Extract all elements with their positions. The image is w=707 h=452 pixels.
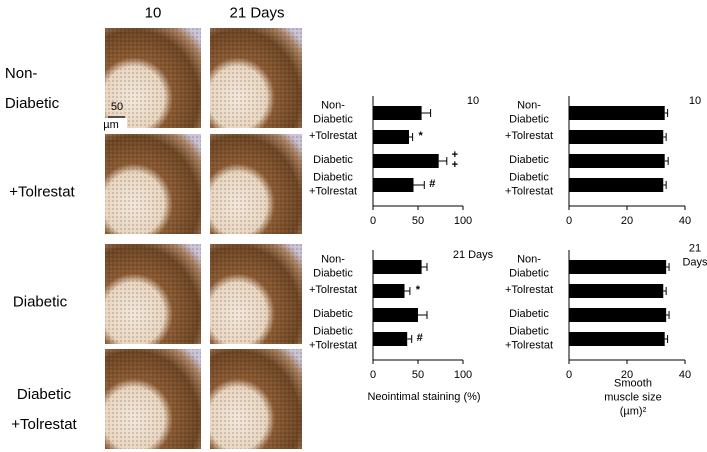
- x-tick-label: 20: [620, 369, 634, 382]
- category-label: +Tolrestat: [505, 130, 553, 143]
- bar: [373, 154, 439, 168]
- error-bar: [421, 263, 428, 271]
- row-label: Diabetic: [12, 293, 68, 311]
- error-bar: [664, 157, 669, 165]
- column-label: 21 Days: [229, 4, 285, 22]
- bar: [373, 332, 408, 346]
- row-label: Non- Diabetic: [4, 65, 60, 112]
- micrograph-texture: [210, 244, 302, 344]
- column-label: 10: [144, 4, 162, 22]
- category-label: +Tolrestat: [309, 130, 357, 143]
- x-tick-label: 0: [565, 215, 573, 228]
- x-tick-label: 0: [369, 369, 377, 382]
- bar: [569, 260, 667, 274]
- error-bar: [418, 311, 428, 319]
- error-bar: [438, 157, 448, 165]
- significance-marker: + +: [451, 149, 459, 171]
- error-bar: [663, 287, 667, 295]
- x-axis-label: Smooth muscle size (µm)²: [604, 377, 662, 417]
- scale-bar-bg: [105, 118, 127, 132]
- bar: [569, 154, 665, 168]
- significance-marker: *: [415, 284, 421, 297]
- bar: [569, 308, 667, 322]
- error-bar: [404, 287, 411, 295]
- micrographs: [105, 28, 302, 449]
- error-bar: [664, 109, 669, 117]
- x-tick-label: 40: [678, 369, 692, 382]
- category-label: Diabetic +Tolrestat: [309, 171, 357, 197]
- bar: [569, 332, 665, 346]
- category-label: Diabetic: [509, 308, 549, 321]
- micrograph-texture: [105, 244, 201, 344]
- chart-title: 10: [688, 95, 702, 108]
- bar: [569, 130, 664, 144]
- bar: [373, 308, 418, 322]
- error-bar: [666, 311, 670, 319]
- x-tick-label: 100: [453, 369, 473, 382]
- micrograph-texture: [105, 349, 201, 449]
- bar: [569, 284, 664, 298]
- bar: [373, 178, 414, 192]
- scale-bar-unit: µm: [103, 119, 119, 132]
- bar: [569, 106, 665, 120]
- significance-marker: #: [416, 332, 423, 345]
- category-label: Non- Diabetic: [509, 99, 549, 125]
- category-label: Diabetic: [313, 308, 353, 321]
- category-label: +Tolrestat: [505, 284, 553, 297]
- significance-marker: *: [418, 130, 423, 143]
- category-label: Non- Diabetic: [313, 99, 353, 125]
- chart-title: 21 Days: [452, 249, 494, 262]
- category-label: Diabetic: [313, 154, 353, 167]
- micrograph-texture: [105, 134, 201, 234]
- x-tick-label: 100: [453, 215, 473, 228]
- row-label: Diabetic +Tolrestat: [11, 386, 77, 433]
- micrograph-texture: [210, 28, 302, 128]
- error-bar: [409, 133, 414, 141]
- chart-title: 10: [466, 95, 480, 108]
- x-tick-label: 20: [620, 215, 634, 228]
- x-tick-label: 50: [411, 215, 425, 228]
- bar: [373, 260, 422, 274]
- x-tick-label: 40: [678, 215, 692, 228]
- category-label: Diabetic +Tolrestat: [309, 325, 357, 351]
- bar: [373, 284, 405, 298]
- bar: [373, 106, 422, 120]
- category-label: Diabetic: [509, 154, 549, 167]
- x-tick-label: 50: [411, 369, 425, 382]
- chart-title: 21 Days: [682, 242, 707, 268]
- category-label: Diabetic +Tolrestat: [505, 171, 553, 197]
- error-bar: [407, 335, 413, 343]
- error-bar: [663, 133, 667, 141]
- category-label: Diabetic +Tolrestat: [505, 325, 553, 351]
- category-label: +Tolrestat: [309, 284, 357, 297]
- x-tick-label: 0: [369, 215, 377, 228]
- bar: [569, 178, 664, 192]
- error-bar: [666, 263, 670, 271]
- significance-marker: #: [429, 178, 436, 191]
- error-bar: [663, 181, 667, 189]
- error-bar: [413, 181, 425, 189]
- micrograph-texture: [210, 134, 302, 234]
- bar: [373, 130, 409, 144]
- x-tick-label: 0: [565, 369, 573, 382]
- scale-bar-label: 50: [110, 101, 124, 114]
- x-axis-label: Neointimal staining (%): [367, 391, 481, 404]
- category-label: Non- Diabetic: [509, 253, 549, 279]
- error-bar: [664, 335, 669, 343]
- row-label: +Tolrestat: [9, 183, 75, 201]
- error-bar: [421, 109, 432, 117]
- category-label: Non- Diabetic: [313, 253, 353, 279]
- micrograph-texture: [105, 28, 201, 128]
- micrograph-texture: [210, 349, 302, 449]
